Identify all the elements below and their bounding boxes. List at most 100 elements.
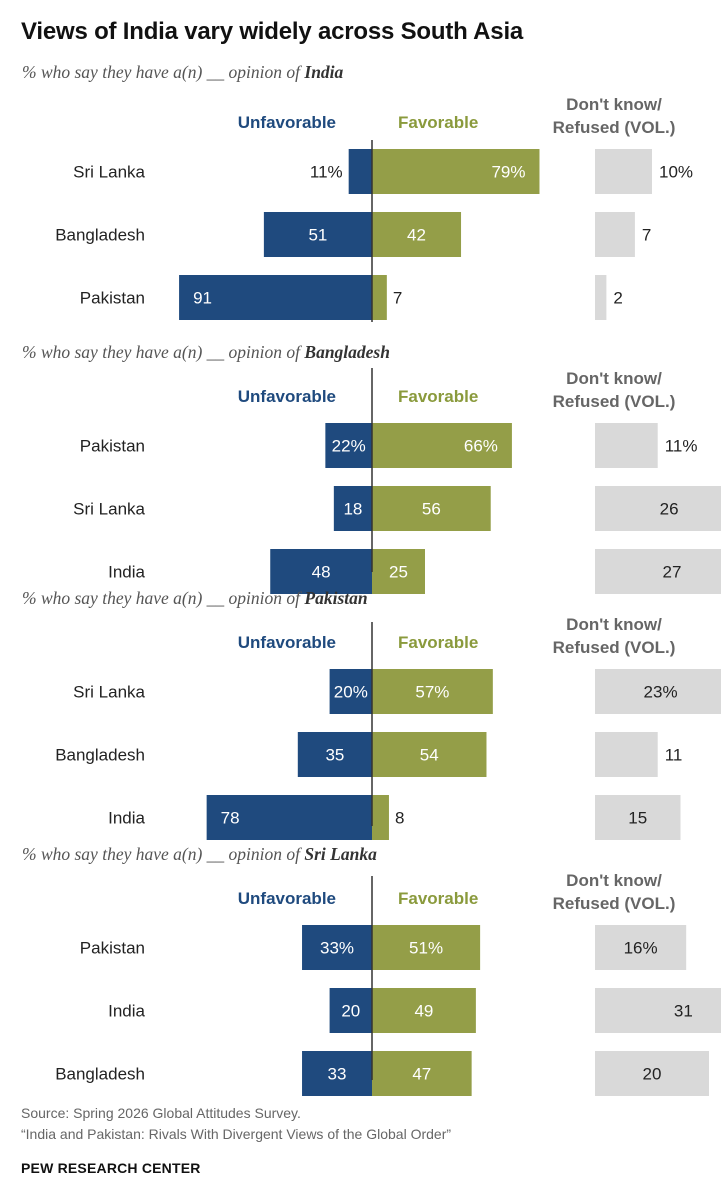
data-label-dont-know: 15 <box>628 809 647 828</box>
legend-unfavorable: Unfavorable <box>238 387 336 406</box>
panel-subtitle-prefix: % who say they have a(n) __ opinion of <box>22 62 304 82</box>
legend-dont-know-line2: Refused (VOL.) <box>553 638 676 657</box>
data-label-dont-know: 31 <box>674 1002 693 1021</box>
data-label-favorable: 51% <box>409 939 443 958</box>
data-label-favorable: 8 <box>395 809 404 828</box>
source-note: Source: Spring 2026 Global Attitudes Sur… <box>21 1105 301 1121</box>
bar-unfavorable <box>270 549 372 594</box>
bar-unfavorable <box>325 423 372 468</box>
bar-unfavorable <box>329 669 372 714</box>
category-label: Sri Lanka <box>73 683 145 702</box>
data-label-unfavorable: 91 <box>193 289 212 308</box>
data-label-dont-know: 20 <box>643 1065 662 1084</box>
category-label: India <box>108 809 145 828</box>
legend-dont-know-line2: Refused (VOL.) <box>553 118 676 137</box>
data-label-unfavorable: 48 <box>312 563 331 582</box>
bar-unfavorable <box>302 1051 372 1096</box>
bar-dont-know <box>595 486 721 531</box>
data-label-dont-know: 27 <box>662 563 681 582</box>
data-label-unfavorable: 22% <box>332 437 366 456</box>
category-label: Bangladesh <box>55 1065 145 1084</box>
data-label-dont-know: 10% <box>659 163 693 182</box>
panel-subtitle-prefix: % who say they have a(n) __ opinion of <box>22 342 304 362</box>
legend-unfavorable: Unfavorable <box>238 889 336 908</box>
legend-favorable: Favorable <box>398 113 478 132</box>
data-label-favorable: 47 <box>412 1065 431 1084</box>
bar-dont-know <box>595 549 721 594</box>
data-label-favorable: 66% <box>464 437 498 456</box>
bar-favorable <box>372 1051 472 1096</box>
bar-favorable <box>372 925 481 970</box>
data-label-unfavorable: 35 <box>325 746 344 765</box>
data-label-favorable: 56 <box>422 500 441 519</box>
panel-subtitle-country: Sri Lanka <box>304 844 377 864</box>
bar-dont-know <box>595 795 681 840</box>
data-label-dont-know: 11% <box>665 437 698 456</box>
data-label-unfavorable: 20% <box>334 683 368 702</box>
legend-dont-know-line1: Don't know/ <box>566 615 662 634</box>
chart-title: Views of India vary widely across South … <box>21 18 524 45</box>
data-label-unfavorable: 78 <box>221 809 240 828</box>
data-label-dont-know: 16% <box>624 939 658 958</box>
category-label: Pakistan <box>80 289 145 308</box>
panel-subtitle-country: India <box>303 62 343 82</box>
data-label-favorable: 54 <box>420 746 439 765</box>
data-label-favorable: 42 <box>407 226 426 245</box>
bar-unfavorable <box>333 486 372 531</box>
panel-subtitle: % who say they have a(n) __ opinion of P… <box>22 588 368 608</box>
panel-subtitle: % who say they have a(n) __ opinion of B… <box>22 342 390 362</box>
bar-unfavorable <box>329 988 372 1033</box>
data-label-favorable: 7 <box>393 289 402 308</box>
bar-unfavorable <box>297 732 372 777</box>
bar-dont-know <box>595 212 635 257</box>
panel-subtitle-prefix: % who say they have a(n) __ opinion of <box>22 844 304 864</box>
legend-unfavorable: Unfavorable <box>238 633 336 652</box>
bar-dont-know <box>595 669 721 714</box>
legend-dont-know-line1: Don't know/ <box>566 95 662 114</box>
legend-favorable: Favorable <box>398 633 478 652</box>
data-label-favorable: 57% <box>415 683 449 702</box>
legend-dont-know-line1: Don't know/ <box>566 369 662 388</box>
legend-favorable: Favorable <box>398 889 478 908</box>
data-label-favorable: 79% <box>491 163 525 182</box>
bar-dont-know <box>595 988 721 1033</box>
bar-unfavorable <box>206 795 372 840</box>
bar-favorable <box>372 795 389 840</box>
category-label: Pakistan <box>80 939 145 958</box>
bar-favorable <box>372 669 493 714</box>
category-label: Pakistan <box>80 437 145 456</box>
bar-unfavorable <box>263 212 372 257</box>
bar-favorable <box>372 549 425 594</box>
data-label-unfavorable: 33 <box>328 1065 347 1084</box>
bar-unfavorable <box>348 149 372 194</box>
bar-dont-know <box>595 423 658 468</box>
panel-subtitle: % who say they have a(n) __ opinion of I… <box>22 62 344 82</box>
data-label-unfavorable: 20 <box>341 1002 360 1021</box>
bar-dont-know <box>595 1051 709 1096</box>
panel-subtitle-country: Bangladesh <box>303 342 390 362</box>
data-label-dont-know: 11 <box>665 746 683 765</box>
data-label-unfavorable: 18 <box>343 500 362 519</box>
bar-favorable <box>372 275 387 320</box>
bar-favorable <box>372 486 491 531</box>
data-label-dont-know: 2 <box>613 289 622 308</box>
data-label-unfavorable: 51 <box>308 226 327 245</box>
bar-favorable <box>372 732 487 777</box>
bar-favorable <box>372 149 540 194</box>
bar-unfavorable <box>179 275 372 320</box>
legend-dont-know-line2: Refused (VOL.) <box>553 894 676 913</box>
data-label-dont-know: 23% <box>644 683 678 702</box>
bar-favorable <box>372 988 476 1033</box>
data-label-dont-know: 26 <box>660 500 679 519</box>
panel-subtitle: % who say they have a(n) __ opinion of S… <box>22 844 377 864</box>
category-label: Bangladesh <box>55 746 145 765</box>
bar-unfavorable <box>302 925 372 970</box>
category-label: India <box>108 1002 145 1021</box>
panel-subtitle-prefix: % who say they have a(n) __ opinion of <box>22 588 304 608</box>
category-label: Sri Lanka <box>73 500 145 519</box>
bar-dont-know <box>595 149 652 194</box>
category-label: India <box>108 563 145 582</box>
bar-dont-know <box>595 925 687 970</box>
data-label-dont-know: 7 <box>642 226 651 245</box>
